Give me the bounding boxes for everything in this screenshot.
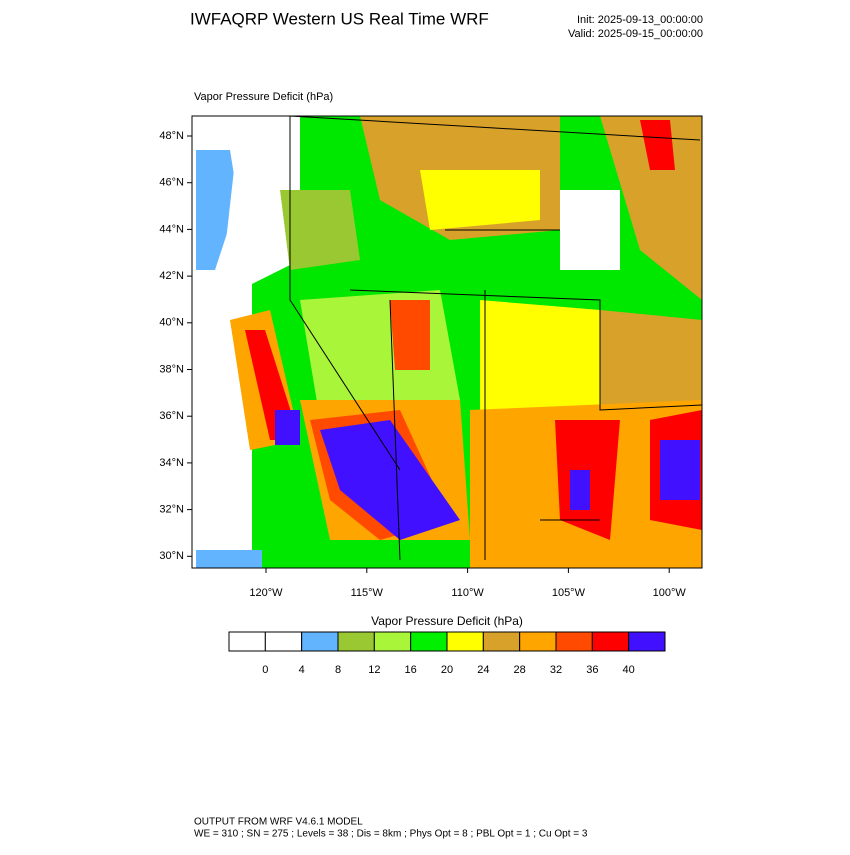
colorbar-level: 16 [405, 664, 417, 676]
init-time: Init: 2025-09-13_00:00:00 [577, 14, 703, 26]
lat-label: 40°N [159, 317, 184, 329]
colorbar-box [482, 631, 521, 652]
colorbar-box [301, 631, 339, 652]
colorbar-level: 32 [550, 664, 562, 676]
lon-label: 120°W [249, 587, 283, 599]
colorbar-level: 4 [299, 664, 305, 676]
colorbar-level: 20 [441, 664, 453, 676]
lat-label: 46°N [159, 177, 184, 189]
lat-label: 42°N [159, 270, 184, 282]
colorbar-level: 28 [514, 664, 526, 676]
colorbar-box [555, 631, 593, 652]
colorbar-box [373, 631, 412, 652]
colorbar-level: 0 [262, 664, 268, 676]
lat-label: 30°N [159, 550, 184, 562]
colorbar-box [519, 631, 557, 652]
lat-label: 32°N [159, 504, 184, 516]
lat-label: 34°N [159, 457, 184, 469]
lon-labels: 120°W 115°W 110°W 105°W 100°W [249, 568, 686, 599]
colorbar-box [446, 631, 484, 652]
colorbar-level: 40 [623, 664, 635, 676]
lon-label: 110°W [451, 587, 484, 599]
map-label: Vapor Pressure Deficit (hPa) [194, 91, 333, 103]
colorbar: 0 4 8 12 16 20 24 28 32 36 40 [228, 631, 666, 676]
lat-label: 44°N [159, 223, 184, 235]
colorbar-box [264, 631, 303, 652]
title: IWFAQRP Western US Real Time WRF [190, 9, 489, 28]
colorbar-level: 24 [477, 664, 489, 676]
lat-label: 48°N [159, 130, 184, 142]
lon-label: 105°W [552, 587, 586, 599]
lat-labels: 48°N 46°N 44°N 42°N 40°N 38°N 36°N 34°N 32°N 30°N [159, 130, 192, 562]
lon-label: 100°W [653, 587, 687, 599]
lat-label: 38°N [159, 363, 184, 375]
colorbar-level: 12 [368, 664, 380, 676]
colorbar-box [591, 631, 630, 652]
footer-line: OUTPUT FROM WRF V4.6.1 MODEL [194, 817, 363, 828]
map-field [191, 115, 703, 569]
colorbar-level: 8 [335, 664, 341, 676]
colorbar-box [410, 631, 448, 652]
colorbar-box [337, 631, 375, 652]
valid-time: Valid: 2025-09-15_00:00:00 [568, 28, 703, 40]
colorbar-level: 36 [586, 664, 598, 676]
colorbar-box [228, 631, 266, 652]
lat-label: 36°N [159, 410, 184, 422]
footer-line: WE = 310 ; SN = 275 ; Levels = 38 ; Dis … [194, 829, 588, 840]
colorbar-title: Vapor Pressure Deficit (hPa) [371, 614, 523, 628]
colorbar-box [628, 631, 666, 652]
lon-label: 115°W [351, 587, 384, 599]
